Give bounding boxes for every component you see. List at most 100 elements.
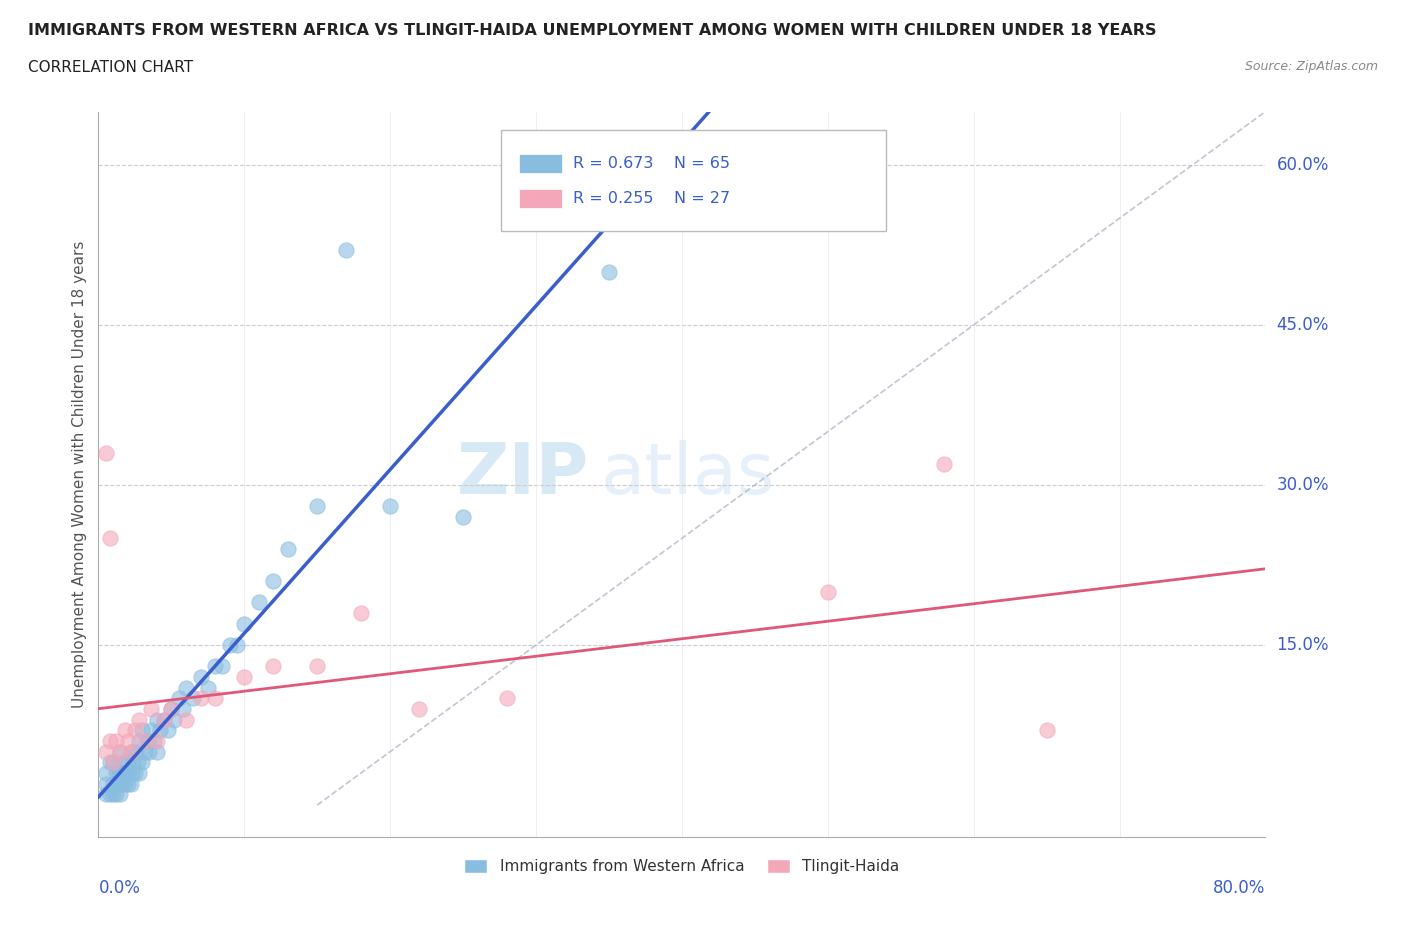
Point xyxy=(167,691,190,706)
Point xyxy=(125,744,148,759)
Point xyxy=(94,445,117,460)
Point xyxy=(98,755,121,770)
Point xyxy=(146,712,169,727)
FancyBboxPatch shape xyxy=(519,154,562,173)
Point xyxy=(307,658,329,673)
Point xyxy=(122,755,145,770)
Point xyxy=(181,691,204,706)
Point xyxy=(1035,723,1057,737)
Point xyxy=(101,787,124,802)
Point xyxy=(94,777,117,791)
Point xyxy=(149,723,172,737)
Point xyxy=(153,712,176,727)
Point xyxy=(204,658,226,673)
Point xyxy=(120,777,142,791)
Point xyxy=(139,701,162,716)
Point xyxy=(262,658,284,673)
Point xyxy=(110,744,132,759)
Point xyxy=(226,638,249,653)
Point xyxy=(101,755,124,770)
Point xyxy=(131,755,153,770)
Point xyxy=(98,531,121,546)
Point xyxy=(153,712,176,727)
Point xyxy=(121,765,143,780)
Point xyxy=(247,595,270,610)
Point xyxy=(134,744,156,759)
Point xyxy=(138,744,160,759)
Text: R = 0.255    N = 27: R = 0.255 N = 27 xyxy=(574,192,731,206)
Point xyxy=(94,787,117,802)
Point xyxy=(197,680,219,695)
Point xyxy=(110,777,132,791)
Point xyxy=(134,734,156,749)
Point xyxy=(104,765,127,780)
Text: R = 0.673    N = 65: R = 0.673 N = 65 xyxy=(574,156,730,171)
Point xyxy=(114,777,136,791)
Point xyxy=(115,765,138,780)
Point xyxy=(117,734,139,749)
Point xyxy=(114,755,136,770)
Point xyxy=(105,777,128,791)
Point xyxy=(934,457,956,472)
Point xyxy=(117,777,139,791)
FancyBboxPatch shape xyxy=(519,189,562,208)
Y-axis label: Unemployment Among Women with Children Under 18 years: Unemployment Among Women with Children U… xyxy=(72,241,87,708)
Point xyxy=(111,777,134,791)
Point xyxy=(233,617,256,631)
Point xyxy=(124,765,146,780)
Text: 60.0%: 60.0% xyxy=(1277,156,1329,174)
FancyBboxPatch shape xyxy=(501,130,886,232)
Point xyxy=(131,723,153,737)
Point xyxy=(104,787,127,802)
Point xyxy=(98,734,121,749)
Point xyxy=(120,744,142,759)
Point xyxy=(817,584,839,599)
Text: 30.0%: 30.0% xyxy=(1277,476,1329,494)
Point xyxy=(218,638,240,653)
Point xyxy=(277,541,299,556)
Text: ZIP: ZIP xyxy=(457,440,589,509)
Point xyxy=(598,264,620,279)
Point xyxy=(114,723,136,737)
Point xyxy=(101,755,124,770)
Point xyxy=(160,701,183,716)
Point xyxy=(108,765,131,780)
Point xyxy=(124,723,146,737)
Point xyxy=(146,734,169,749)
Point xyxy=(139,723,162,737)
Point xyxy=(117,755,139,770)
Point xyxy=(120,744,142,759)
Point xyxy=(307,498,329,513)
Point xyxy=(112,765,135,780)
Point xyxy=(94,744,117,759)
Point xyxy=(146,744,169,759)
Point xyxy=(98,787,121,802)
Point xyxy=(110,765,132,780)
Point xyxy=(136,734,159,749)
Text: 15.0%: 15.0% xyxy=(1277,636,1329,654)
Text: CORRELATION CHART: CORRELATION CHART xyxy=(28,60,193,75)
Point xyxy=(335,243,357,258)
Point xyxy=(163,712,186,727)
Point xyxy=(496,691,519,706)
Point xyxy=(157,723,180,737)
Point xyxy=(262,574,284,589)
Point xyxy=(118,765,141,780)
Point xyxy=(190,670,212,684)
Point xyxy=(204,691,226,706)
Point xyxy=(190,691,212,706)
Point xyxy=(128,765,150,780)
Point xyxy=(142,734,165,749)
Point xyxy=(94,765,117,780)
Point xyxy=(160,701,183,716)
Point xyxy=(211,658,233,673)
Point xyxy=(127,755,149,770)
Point xyxy=(172,701,194,716)
Text: atlas: atlas xyxy=(600,440,775,509)
Point xyxy=(110,744,132,759)
Point xyxy=(104,734,127,749)
Point xyxy=(174,680,197,695)
Text: Source: ZipAtlas.com: Source: ZipAtlas.com xyxy=(1244,60,1378,73)
Point xyxy=(350,605,373,620)
Text: IMMIGRANTS FROM WESTERN AFRICA VS TLINGIT-HAIDA UNEMPLOYMENT AMONG WOMEN WITH CH: IMMIGRANTS FROM WESTERN AFRICA VS TLINGI… xyxy=(28,23,1157,38)
